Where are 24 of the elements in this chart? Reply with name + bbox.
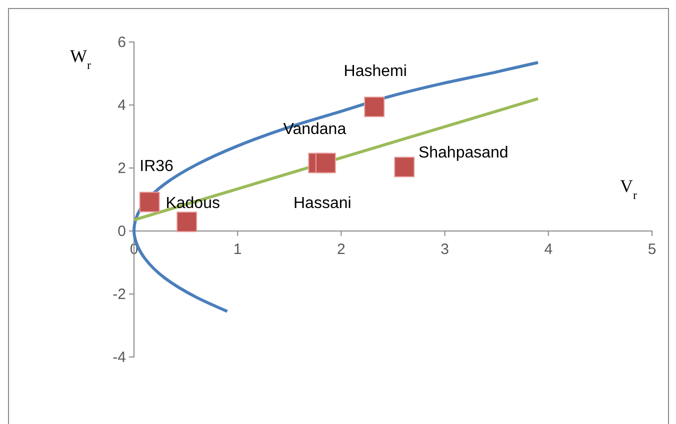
x-tick-label: 3	[440, 241, 449, 258]
x-tick-label: 1	[233, 241, 242, 258]
x-tick-label: 5	[648, 241, 656, 258]
point	[176, 212, 198, 232]
y-tick-label: 4	[118, 96, 126, 114]
y-tick-label: -4	[112, 348, 126, 366]
point	[139, 192, 160, 212]
y-tick-label: 0	[118, 222, 126, 240]
x-tick-label: 2	[337, 241, 346, 258]
line-series	[132, 60, 540, 313]
point	[315, 152, 336, 174]
x-axis-title: V$_{r}$	[620, 176, 637, 202]
x-tick-label: 4	[544, 241, 553, 258]
y-tick-label: -2	[112, 286, 126, 303]
point	[364, 96, 385, 118]
point	[394, 156, 415, 178]
y-tick-label: 2	[118, 160, 126, 177]
annotation: Hassani	[294, 195, 352, 212]
annotation: IR36	[140, 158, 174, 176]
y-axis-title: W$_{r}$	[70, 46, 91, 72]
annotation: Hashemi	[344, 63, 407, 80]
y-tick-label: 6	[118, 34, 126, 51]
annotation: Vandana	[283, 121, 346, 138]
annotation: Shahpasand	[418, 144, 508, 162]
